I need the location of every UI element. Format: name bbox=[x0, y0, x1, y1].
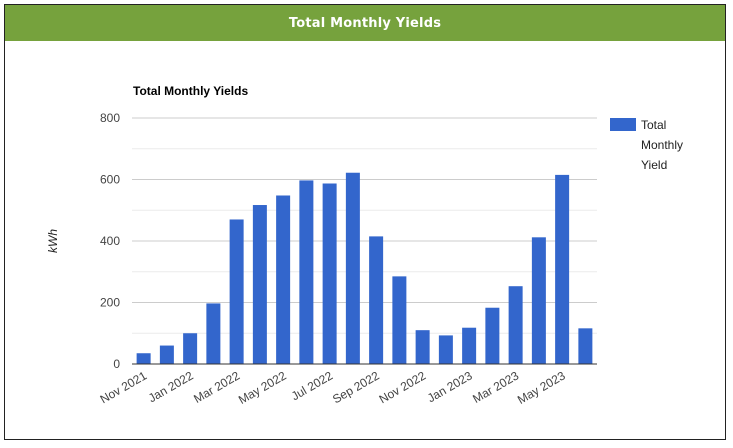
x-tick-label: Jul 2022 bbox=[289, 368, 336, 403]
legend-swatch bbox=[610, 118, 636, 131]
bar bbox=[438, 335, 453, 364]
x-tick-label: Nov 2022 bbox=[377, 368, 429, 406]
bar bbox=[276, 195, 291, 364]
bar bbox=[531, 237, 546, 364]
bar bbox=[206, 303, 221, 364]
y-tick-label: 800 bbox=[100, 111, 120, 125]
y-tick-label: 600 bbox=[100, 173, 120, 187]
panel-header: Total Monthly Yields bbox=[5, 5, 725, 41]
bar bbox=[392, 276, 407, 364]
gridlines bbox=[132, 117, 597, 334]
y-axis-ticks: 0 200 400 600 800 bbox=[100, 111, 120, 371]
x-tick-label: Nov 2021 bbox=[98, 368, 150, 406]
legend: Total Monthly Yield bbox=[610, 118, 683, 172]
x-tick-label: May 2023 bbox=[515, 368, 568, 407]
bar bbox=[136, 353, 151, 364]
bar bbox=[578, 328, 593, 364]
bar bbox=[159, 345, 174, 364]
chart-title: Total Monthly Yields bbox=[133, 84, 248, 98]
bar bbox=[183, 333, 198, 364]
x-tick-label: Mar 2023 bbox=[470, 368, 521, 406]
x-tick-label: Mar 2022 bbox=[191, 368, 242, 406]
bar bbox=[252, 205, 267, 364]
bar bbox=[485, 307, 500, 364]
bar bbox=[555, 174, 570, 364]
bar bbox=[415, 330, 430, 364]
bar bbox=[229, 219, 244, 364]
x-tick-label: Jan 2022 bbox=[146, 368, 196, 405]
legend-label: Total Monthly Yield bbox=[641, 118, 683, 172]
y-tick-label: 0 bbox=[113, 357, 120, 371]
x-tick-label: Jan 2023 bbox=[425, 368, 475, 405]
panel-title: Total Monthly Yields bbox=[288, 15, 442, 31]
y-tick-label: 400 bbox=[100, 234, 120, 248]
y-axis-label: kWh bbox=[46, 229, 60, 253]
bars bbox=[132, 172, 597, 365]
bar bbox=[369, 236, 384, 364]
x-tick-label: Sep 2022 bbox=[330, 368, 382, 406]
bar bbox=[345, 172, 360, 364]
bar bbox=[462, 327, 477, 364]
bar bbox=[508, 286, 523, 364]
bar bbox=[299, 180, 314, 364]
bar bbox=[322, 183, 337, 364]
chart-panel: Total Monthly Yields bbox=[4, 4, 726, 440]
y-tick-label: 200 bbox=[100, 296, 120, 310]
x-tick-label: May 2022 bbox=[236, 368, 289, 407]
